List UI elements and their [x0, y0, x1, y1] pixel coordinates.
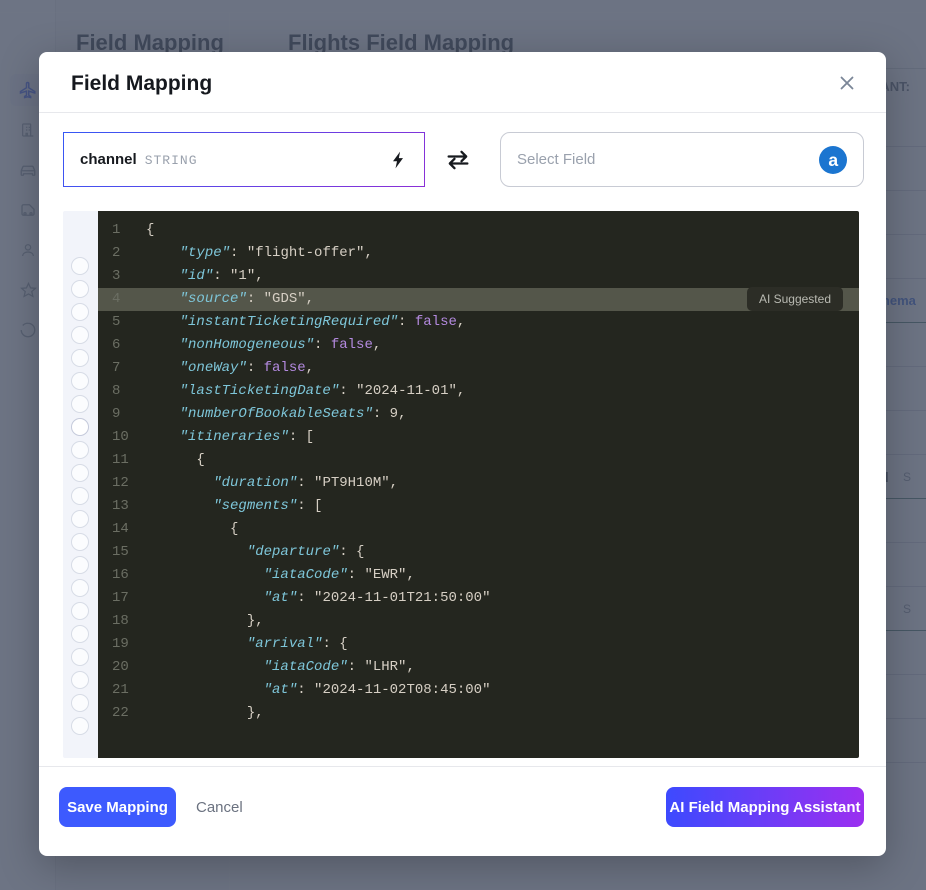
svg-text:a: a	[828, 149, 838, 169]
